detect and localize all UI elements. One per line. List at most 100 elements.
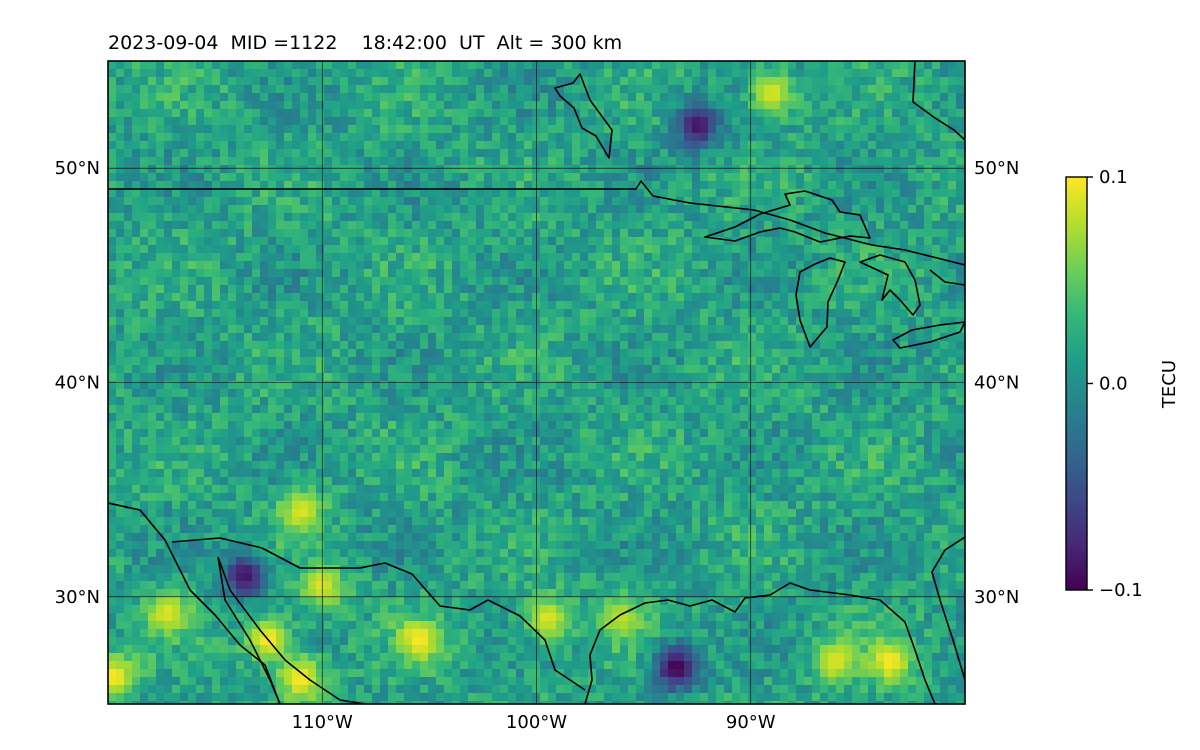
heatmap-cell: [572, 213, 581, 222]
heatmap-cell: [692, 381, 701, 390]
heatmap-cell: [420, 277, 429, 286]
heatmap-cell: [292, 101, 301, 110]
heatmap-cell: [908, 253, 917, 262]
heatmap-cell: [308, 93, 317, 102]
heatmap-cell: [740, 293, 749, 302]
heatmap-cell: [620, 85, 629, 94]
heatmap-cell: [180, 101, 189, 110]
heatmap-cell: [796, 341, 805, 350]
heatmap-cell: [708, 181, 717, 190]
heatmap-cell: [204, 341, 213, 350]
heatmap-cell: [588, 341, 597, 350]
heatmap-cell: [292, 69, 301, 78]
heatmap-cell: [612, 93, 621, 102]
heatmap-cell: [900, 157, 909, 166]
heatmap-cell: [260, 341, 269, 350]
heatmap-cell: [812, 301, 821, 310]
heatmap-cell: [636, 309, 645, 318]
heatmap-cell: [588, 405, 597, 414]
heatmap-cell: [396, 301, 405, 310]
heatmap-cell: [844, 101, 853, 110]
heatmap-cell: [948, 365, 957, 374]
heatmap-cell: [308, 61, 317, 70]
heatmap-cell: [900, 197, 909, 206]
heatmap-cell: [380, 317, 389, 326]
heatmap-cell: [284, 173, 293, 182]
heatmap-cell: [188, 317, 197, 326]
heatmap-cell: [948, 181, 957, 190]
heatmap-cell: [852, 85, 861, 94]
heatmap-cell: [132, 269, 141, 278]
heatmap-cell: [316, 165, 325, 174]
heatmap-cell: [420, 125, 429, 134]
heatmap-cell: [116, 69, 125, 78]
heatmap-cell: [356, 397, 365, 406]
heatmap-cell: [420, 189, 429, 198]
heatmap-cell: [268, 85, 277, 94]
heatmap-cell: [140, 189, 149, 198]
heatmap-cell: [660, 285, 669, 294]
heatmap-cell: [628, 237, 637, 246]
heatmap-cell: [796, 109, 805, 118]
heatmap-cell: [740, 109, 749, 118]
heatmap-cell: [740, 173, 749, 182]
heatmap-cell: [196, 133, 205, 142]
heatmap-cell: [852, 413, 861, 422]
heatmap-cell: [548, 85, 557, 94]
heatmap-cell: [740, 381, 749, 390]
heatmap-cell: [396, 117, 405, 126]
heatmap-cell: [556, 197, 565, 206]
heatmap-cell: [236, 301, 245, 310]
heatmap-cell: [588, 413, 597, 422]
heatmap-cell: [380, 349, 389, 358]
heatmap-cell: [524, 293, 533, 302]
heatmap-cell: [564, 69, 573, 78]
heatmap-cell: [180, 157, 189, 166]
heatmap-cell: [332, 381, 341, 390]
heatmap-cell: [940, 309, 949, 318]
heatmap-cell: [348, 317, 357, 326]
heatmap-cell: [292, 133, 301, 142]
heatmap-cell: [508, 125, 517, 134]
heatmap-cell: [164, 125, 173, 134]
heatmap-cell: [220, 381, 229, 390]
heatmap-cell: [788, 365, 797, 374]
heatmap-cell: [468, 93, 477, 102]
heatmap-cell: [716, 317, 725, 326]
heatmap-cell: [756, 253, 765, 262]
heatmap-cell: [244, 133, 253, 142]
heatmap-cell: [804, 165, 813, 174]
heatmap-cell: [540, 173, 549, 182]
heatmap-cell: [740, 389, 749, 398]
heatmap-cell: [228, 405, 237, 414]
heatmap-cell: [692, 125, 701, 134]
heatmap-cell: [684, 93, 693, 102]
heatmap-cell: [652, 173, 661, 182]
heatmap-cell: [172, 253, 181, 262]
heatmap-cell: [956, 117, 965, 126]
heatmap-cell: [956, 221, 965, 230]
heatmap-cell: [780, 181, 789, 190]
heatmap-cell: [604, 365, 613, 374]
heatmap-cell: [428, 349, 437, 358]
heatmap-cell: [132, 69, 141, 78]
heatmap-cell: [236, 133, 245, 142]
heatmap-cell: [700, 285, 709, 294]
heatmap-cell: [476, 229, 485, 238]
heatmap-cell: [396, 77, 405, 86]
heatmap-cell: [388, 261, 397, 270]
heatmap-cell: [804, 261, 813, 270]
heatmap-cell: [412, 245, 421, 254]
heatmap-cell: [796, 405, 805, 414]
heatmap-cell: [380, 181, 389, 190]
heatmap-cell: [628, 341, 637, 350]
heatmap-cell: [524, 173, 533, 182]
heatmap-cell: [780, 213, 789, 222]
heatmap-cell: [612, 373, 621, 382]
heatmap-cell: [844, 413, 853, 422]
heatmap-cell: [108, 237, 117, 246]
heatmap-cell: [804, 421, 813, 430]
heatmap-cell: [876, 245, 885, 254]
heatmap-cell: [580, 93, 589, 102]
heatmap-cell: [868, 317, 877, 326]
